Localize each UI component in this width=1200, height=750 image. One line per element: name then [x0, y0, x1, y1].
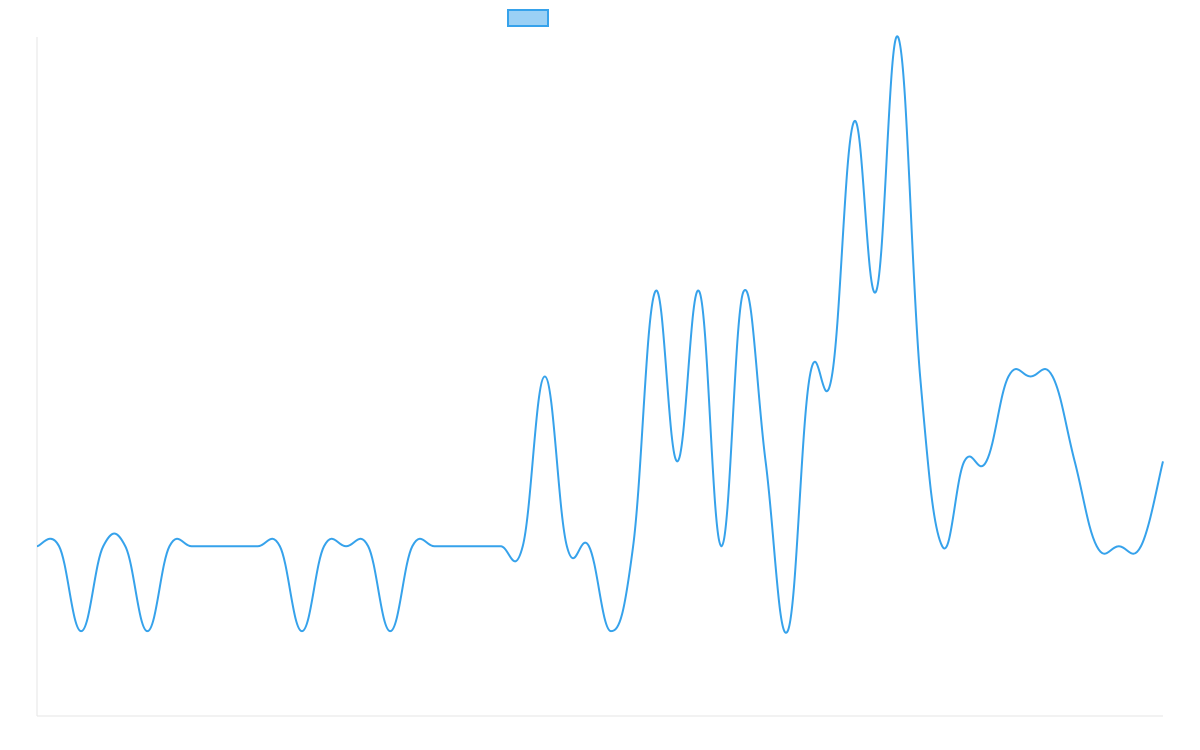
- data-point[interactable]: [939, 543, 945, 549]
- data-point[interactable]: [542, 374, 548, 380]
- data-point[interactable]: [608, 628, 614, 634]
- data-point[interactable]: [78, 628, 84, 634]
- data-point[interactable]: [696, 289, 702, 295]
- data-point[interactable]: [763, 458, 769, 464]
- data-point[interactable]: [34, 543, 40, 549]
- data-point[interactable]: [983, 458, 989, 464]
- data-point[interactable]: [1050, 374, 1056, 380]
- data-point[interactable]: [851, 119, 857, 125]
- data-point[interactable]: [1072, 458, 1078, 464]
- data-point[interactable]: [255, 543, 261, 549]
- data-point[interactable]: [387, 628, 393, 634]
- data-point[interactable]: [1028, 374, 1034, 380]
- data-point[interactable]: [1005, 374, 1011, 380]
- data-point[interactable]: [299, 628, 305, 634]
- data-point[interactable]: [498, 543, 504, 549]
- data-point[interactable]: [873, 289, 879, 295]
- data-point[interactable]: [365, 543, 371, 549]
- data-point[interactable]: [520, 543, 526, 549]
- data-point[interactable]: [829, 374, 835, 380]
- data-point[interactable]: [233, 543, 239, 549]
- data-point[interactable]: [56, 543, 62, 549]
- data-point[interactable]: [343, 543, 349, 549]
- data-point[interactable]: [718, 543, 724, 549]
- data-point[interactable]: [431, 543, 437, 549]
- data-point[interactable]: [674, 458, 680, 464]
- data-point[interactable]: [277, 543, 283, 549]
- data-point[interactable]: [476, 543, 482, 549]
- data-point[interactable]: [409, 543, 415, 549]
- legend-swatch[interactable]: [507, 9, 549, 27]
- data-point[interactable]: [961, 458, 967, 464]
- legend[interactable]: [507, 9, 549, 27]
- data-point[interactable]: [211, 543, 217, 549]
- data-point[interactable]: [785, 628, 791, 634]
- data-point[interactable]: [321, 543, 327, 549]
- series-line: [36, 35, 1164, 634]
- data-point[interactable]: [1094, 543, 1100, 549]
- data-point[interactable]: [807, 374, 813, 380]
- data-point[interactable]: [564, 543, 570, 549]
- data-point[interactable]: [453, 543, 459, 549]
- data-point[interactable]: [100, 543, 106, 549]
- data-point[interactable]: [652, 289, 658, 295]
- data-point[interactable]: [189, 543, 195, 549]
- data-point[interactable]: [630, 543, 636, 549]
- data-point[interactable]: [586, 543, 592, 549]
- data-point[interactable]: [741, 289, 747, 295]
- data-point[interactable]: [122, 543, 128, 549]
- data-point[interactable]: [166, 543, 172, 549]
- data-point[interactable]: [1138, 543, 1144, 549]
- data-point[interactable]: [1160, 458, 1166, 464]
- series-layer: [34, 34, 1166, 634]
- data-point[interactable]: [1116, 543, 1122, 549]
- data-point[interactable]: [917, 374, 923, 380]
- data-point[interactable]: [895, 34, 901, 40]
- data-point[interactable]: [144, 628, 150, 634]
- axes: [36, 37, 1163, 717]
